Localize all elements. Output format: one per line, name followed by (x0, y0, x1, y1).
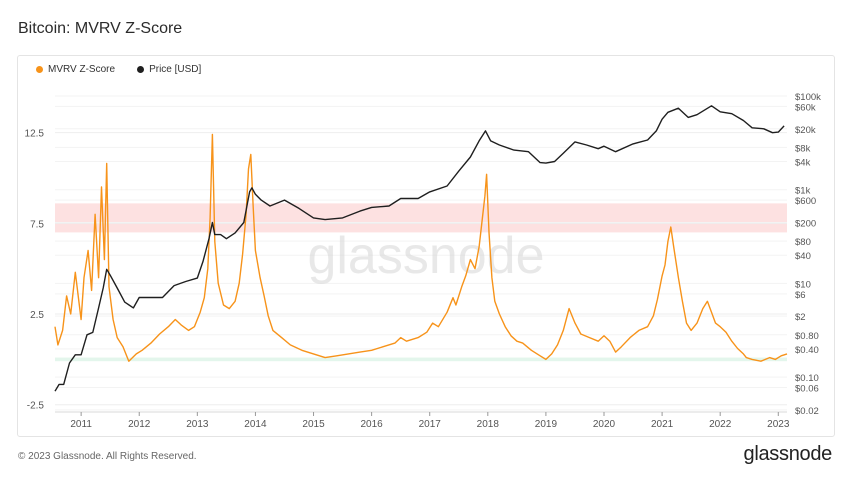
legend-label-price: Price [USD] (149, 64, 202, 75)
left-tick-label: 2.5 (30, 310, 44, 321)
x-tick-label: 2015 (302, 419, 325, 430)
x-tick-label: 2018 (477, 419, 500, 430)
right-tick-label: $0.80 (795, 331, 819, 342)
legend-item-price[interactable]: Price [USD] (137, 64, 201, 75)
right-tick-label: $0.10 (795, 373, 819, 384)
x-tick-label: 2023 (767, 419, 790, 430)
right-tick-label: $0.02 (795, 406, 819, 417)
right-tick-label: $100k (795, 92, 821, 103)
legend-dot-price (137, 66, 145, 73)
chart-legend[interactable]: MVRV Z-Score Price [USD] (36, 64, 201, 75)
price-line (54, 105, 785, 392)
right-tick-label: $20k (795, 125, 816, 136)
legend-item-mvrv[interactable]: MVRV Z-Score (36, 64, 115, 75)
x-tick-label: 2011 (70, 419, 92, 430)
glassnode-logo[interactable]: glassnode (743, 443, 833, 465)
right-tick-label: $4k (795, 158, 811, 169)
right-tick-label: $6 (795, 290, 806, 301)
x-tick-label: 2014 (244, 419, 267, 430)
right-tick-label: $0.06 (795, 384, 819, 395)
right-tick-label: $80 (795, 237, 811, 248)
band-low (55, 357, 787, 362)
right-tick-label: $10 (795, 279, 811, 290)
chart-title: Bitcoin: MVRV Z-Score (18, 20, 183, 37)
right-tick-label: $1k (795, 186, 811, 197)
right-tick-label: $8k (795, 143, 811, 154)
right-tick-label: $2 (795, 312, 806, 323)
right-tick-label: $200 (795, 218, 816, 229)
x-tick-label: 2017 (419, 419, 442, 430)
x-tick-label: 2013 (186, 419, 209, 430)
x-tick-label: 2021 (651, 419, 674, 430)
left-tick-label: -2.5 (27, 401, 45, 412)
left-axis-ticks: 12.5 7.5 2.5 -2.5 (25, 129, 45, 412)
threshold-bands (55, 203, 787, 362)
x-axis-ticks: 2011 2012 2013 2014 2015 2016 2017 2018 2019 2020… (55, 411, 790, 430)
x-tick-label: 2022 (709, 419, 732, 430)
x-tick-label: 2020 (593, 419, 616, 430)
mvrv-zscore-line (54, 133, 788, 362)
copyright-footer: © 2023 Glassnode. All Rights Reserved. (18, 451, 197, 462)
left-tick-label: 7.5 (30, 219, 44, 230)
watermark: glassnode (307, 227, 544, 285)
band-high (55, 203, 787, 233)
legend-label-mvrv: MVRV Z-Score (48, 64, 116, 75)
right-tick-label: $600 (795, 196, 816, 207)
right-tick-label: $60k (795, 102, 816, 113)
gridlines (55, 95, 787, 411)
right-tick-label: $0.40 (795, 345, 819, 356)
x-tick-label: 2016 (360, 419, 383, 430)
right-tick-label: $40 (795, 251, 811, 262)
legend-dot-mvrv (36, 66, 43, 73)
right-axis-ticks: $100k$60k$20k$8k$4k$1k$600$200$80$40$10$… (795, 92, 821, 417)
x-tick-label: 2019 (535, 419, 558, 430)
series-lines (54, 105, 788, 392)
x-tick-label: 2012 (128, 419, 151, 430)
chart-panel (17, 55, 835, 437)
left-tick-label: 12.5 (25, 129, 45, 140)
